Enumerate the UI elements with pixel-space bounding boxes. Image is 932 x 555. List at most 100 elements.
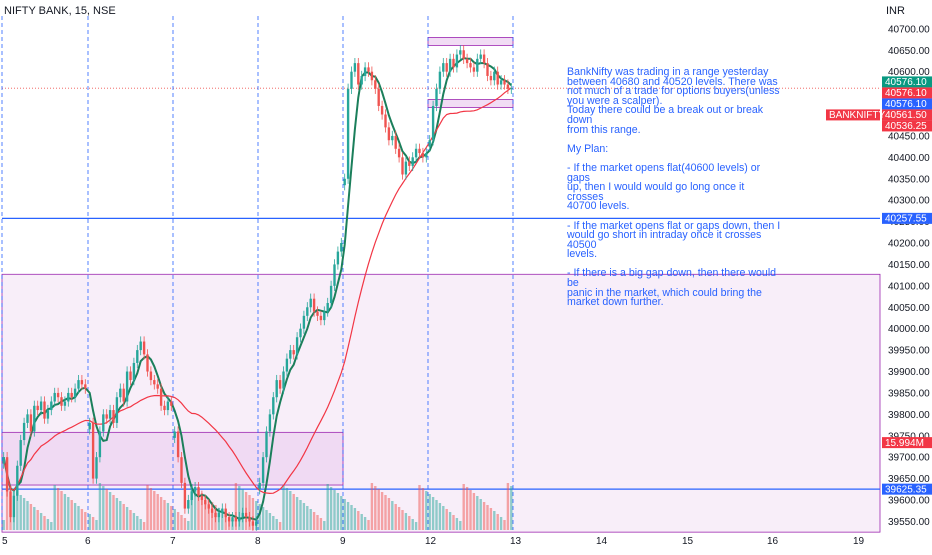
volume-bar [67, 497, 69, 530]
candle-body [89, 423, 91, 429]
candle-body [74, 389, 76, 398]
candle-body [459, 50, 461, 54]
candle-body [367, 67, 369, 71]
candle-body [54, 393, 56, 402]
volume-bar [116, 498, 118, 530]
volume-bar [371, 483, 373, 530]
volume-bar [493, 511, 495, 530]
y-tick-label: 40400.00 [888, 153, 930, 164]
volume-bar [327, 484, 329, 530]
candle-body [204, 500, 206, 504]
volume-bar [286, 488, 288, 530]
volume-bar [30, 504, 32, 530]
volume-bar [37, 510, 39, 530]
candle-body [374, 80, 376, 89]
volume-bar [354, 508, 356, 530]
zone-rect-2 [428, 37, 513, 45]
candle-body [112, 410, 114, 423]
candle-body [483, 55, 485, 64]
candle-body [415, 149, 417, 158]
volume-bar [391, 501, 393, 530]
candle-body [99, 431, 101, 457]
candle-body [357, 63, 359, 84]
y-tick-label: 40350.00 [888, 174, 930, 185]
candle-body [126, 372, 128, 402]
candle-body [422, 153, 424, 157]
volume-bar [374, 486, 376, 530]
candle-body [466, 59, 468, 63]
volume-bar [398, 507, 400, 530]
volume-bar [347, 502, 349, 530]
price-tag-label: 40576.10 [885, 77, 927, 88]
y-tick-label: 39850.00 [888, 388, 930, 399]
x-tick-label: 19 [853, 536, 865, 547]
volume-bar [279, 522, 281, 530]
candle-body [47, 410, 49, 419]
y-tick-label: 40650.00 [888, 46, 930, 57]
volume-bar [442, 506, 444, 530]
volume-bar [43, 516, 45, 530]
candle-body [201, 496, 203, 500]
volume-bar [187, 521, 189, 530]
candle-body [388, 127, 390, 140]
candle-body [235, 517, 237, 521]
candle-body [507, 85, 509, 89]
candle-body [401, 157, 403, 174]
symbol-tag-label: BANKNIFTY [829, 110, 885, 121]
volume-bar [180, 515, 182, 530]
volume-bar [163, 500, 165, 530]
volume-bar [320, 518, 322, 530]
volume-bar [357, 511, 359, 530]
candle-body [480, 55, 482, 59]
candle-body [337, 252, 339, 265]
volume-bar [296, 497, 298, 530]
candle-body [354, 63, 356, 72]
volume-bar [364, 517, 366, 530]
symbol-title[interactable]: NIFTY BANK, 15, NSE [4, 5, 116, 17]
candle-body [6, 457, 8, 491]
candle-body [163, 406, 165, 410]
candle-body [371, 72, 373, 81]
x-tick-label: 9 [340, 536, 346, 547]
candle-body [395, 136, 397, 149]
candle-body [60, 397, 62, 406]
candle-body [177, 431, 179, 457]
volume-bar [344, 499, 346, 530]
y-tick-label: 39650.00 [888, 474, 930, 485]
candle-body [381, 106, 383, 115]
candle-body [187, 500, 189, 509]
candle-body [77, 380, 79, 389]
candle-body [174, 431, 176, 437]
volume-bar [167, 503, 169, 530]
candle-body [361, 76, 363, 85]
volume-bar [123, 504, 125, 530]
candle-body [150, 372, 152, 381]
volume-bar [418, 485, 420, 530]
price-tag-label: 15.994M [885, 438, 924, 449]
price-tag-label: 40257.55 [885, 214, 927, 225]
volume-bar [490, 508, 492, 530]
y-tick-label: 39700.00 [888, 453, 930, 464]
candle-body [320, 316, 322, 320]
candle-body [184, 483, 186, 509]
analysis-note[interactable]: BankNifty was trading in a range yesterd… [567, 68, 782, 308]
volume-bar [160, 497, 162, 530]
candle-body [442, 63, 444, 72]
volume-bar [293, 494, 295, 530]
volume-bar [361, 514, 363, 530]
candle-body [228, 517, 230, 521]
volume-bar [330, 487, 332, 530]
volume-bar [452, 515, 454, 530]
candle-body [37, 406, 39, 410]
volume-bar [184, 518, 186, 530]
candle-body [81, 380, 83, 384]
candle-body [208, 504, 210, 508]
volume-bar [140, 519, 142, 530]
volume-bar [497, 514, 499, 530]
y-tick-label: 40700.00 [888, 24, 930, 35]
volume-bar [177, 512, 179, 530]
candle-body [153, 380, 155, 384]
candle-body [231, 517, 233, 521]
